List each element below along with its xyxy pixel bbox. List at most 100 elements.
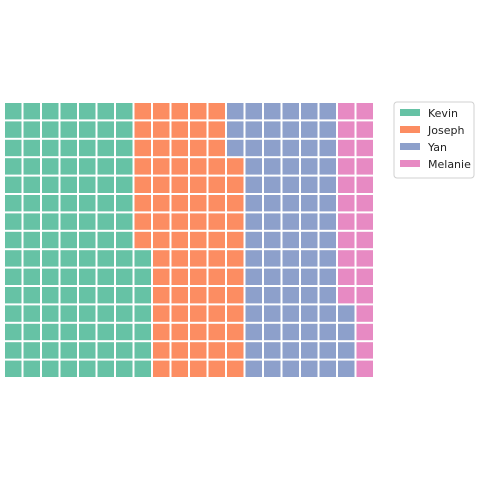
waffle-cell-kevin — [97, 121, 114, 138]
waffle-cell-kevin — [97, 195, 114, 212]
waffle-cell-yan — [282, 250, 299, 267]
waffle-cell-joseph — [227, 287, 244, 304]
waffle-cell-yan — [282, 287, 299, 304]
waffle-cell-joseph — [153, 305, 170, 322]
waffle-cell-kevin — [23, 195, 40, 212]
waffle-cell-kevin — [5, 287, 22, 304]
waffle-cell-joseph — [208, 176, 225, 193]
legend-item-melanie: Melanie — [400, 158, 471, 171]
waffle-cell-kevin — [79, 121, 96, 138]
legend-frame — [393, 101, 475, 179]
waffle-cell-joseph — [171, 360, 188, 377]
waffle-cell-yan — [301, 139, 318, 157]
waffle-cell-kevin — [116, 103, 133, 120]
waffle-cell-yan — [264, 323, 281, 341]
waffle-cell-joseph — [190, 176, 207, 193]
waffle-cell-yan — [301, 195, 318, 212]
waffle-cell-melanie — [338, 103, 355, 120]
waffle-cell-kevin — [60, 342, 77, 359]
waffle-cell-kevin — [23, 250, 40, 267]
waffle-cell-joseph — [153, 121, 170, 138]
waffle-cell-melanie — [356, 268, 373, 285]
waffle-cell-joseph — [227, 231, 244, 249]
waffle-cell-kevin — [116, 360, 133, 377]
waffle-cell-yan — [245, 268, 262, 285]
waffle-cell-kevin — [60, 287, 77, 304]
waffle-cell-joseph — [171, 268, 188, 285]
waffle-cell-yan — [264, 213, 281, 230]
waffle-cell-kevin — [79, 231, 96, 249]
waffle-cell-kevin — [97, 158, 114, 175]
waffle-cell-joseph — [190, 287, 207, 304]
waffle-cell-joseph — [208, 139, 225, 157]
waffle-cell-kevin — [42, 139, 59, 157]
waffle-cells — [5, 103, 373, 377]
legend-items: Kevin Joseph Yan Melanie — [400, 107, 471, 171]
waffle-cell-kevin — [79, 268, 96, 285]
waffle-cell-joseph — [171, 231, 188, 249]
waffle-cell-yan — [264, 103, 281, 120]
waffle-cell-yan — [301, 103, 318, 120]
waffle-cell-kevin — [116, 231, 133, 249]
waffle-cell-melanie — [338, 250, 355, 267]
waffle-cell-melanie — [338, 121, 355, 138]
waffle-cell-melanie — [338, 231, 355, 249]
waffle-cell-joseph — [171, 250, 188, 267]
waffle-cell-joseph — [208, 231, 225, 249]
waffle-cell-melanie — [338, 195, 355, 212]
waffle-cell-yan — [319, 305, 336, 322]
waffle-cell-kevin — [116, 158, 133, 175]
waffle-cell-yan — [301, 360, 318, 377]
waffle-cell-kevin — [42, 213, 59, 230]
waffle-cell-yan — [319, 195, 336, 212]
waffle-cell-kevin — [23, 360, 40, 377]
waffle-cell-joseph — [190, 195, 207, 212]
legend-swatch-melanie — [400, 160, 420, 167]
waffle-cell-yan — [319, 323, 336, 341]
waffle-cell-kevin — [79, 195, 96, 212]
waffle-cell-joseph — [227, 342, 244, 359]
waffle-cell-kevin — [42, 342, 59, 359]
waffle-cell-kevin — [42, 158, 59, 175]
waffle-cell-yan — [338, 360, 355, 377]
legend-label-kevin: Kevin — [428, 107, 458, 120]
waffle-cell-melanie — [356, 323, 373, 341]
waffle-cell-joseph — [227, 305, 244, 322]
waffle-cell-yan — [319, 103, 336, 120]
waffle-cell-kevin — [97, 268, 114, 285]
waffle-cell-kevin — [97, 176, 114, 193]
waffle-cell-kevin — [60, 268, 77, 285]
waffle-cell-yan — [338, 305, 355, 322]
waffle-cell-yan — [301, 213, 318, 230]
waffle-cell-yan — [301, 250, 318, 267]
waffle-cell-kevin — [5, 195, 22, 212]
waffle-cell-joseph — [153, 268, 170, 285]
waffle-cell-yan — [264, 360, 281, 377]
waffle-cell-yan — [282, 103, 299, 120]
waffle-cell-joseph — [134, 121, 151, 138]
waffle-cell-yan — [319, 342, 336, 359]
waffle-cell-yan — [282, 158, 299, 175]
waffle-cell-yan — [264, 121, 281, 138]
waffle-cell-kevin — [60, 360, 77, 377]
waffle-cell-joseph — [134, 231, 151, 249]
waffle-cell-kevin — [97, 250, 114, 267]
waffle-cell-yan — [319, 158, 336, 175]
waffle-cell-joseph — [134, 158, 151, 175]
waffle-cell-joseph — [227, 213, 244, 230]
waffle-cell-yan — [245, 103, 262, 120]
waffle-cell-yan — [301, 342, 318, 359]
waffle-cell-yan — [245, 139, 262, 157]
waffle-cell-yan — [282, 176, 299, 193]
waffle-cell-yan — [301, 231, 318, 249]
waffle-cell-kevin — [23, 268, 40, 285]
waffle-cell-kevin — [79, 139, 96, 157]
waffle-cell-kevin — [42, 268, 59, 285]
waffle-cell-yan — [245, 305, 262, 322]
waffle-cell-joseph — [227, 250, 244, 267]
waffle-cell-melanie — [356, 360, 373, 377]
waffle-cell-yan — [245, 342, 262, 359]
waffle-cell-kevin — [5, 250, 22, 267]
waffle-cell-yan — [319, 360, 336, 377]
waffle-cell-kevin — [5, 176, 22, 193]
